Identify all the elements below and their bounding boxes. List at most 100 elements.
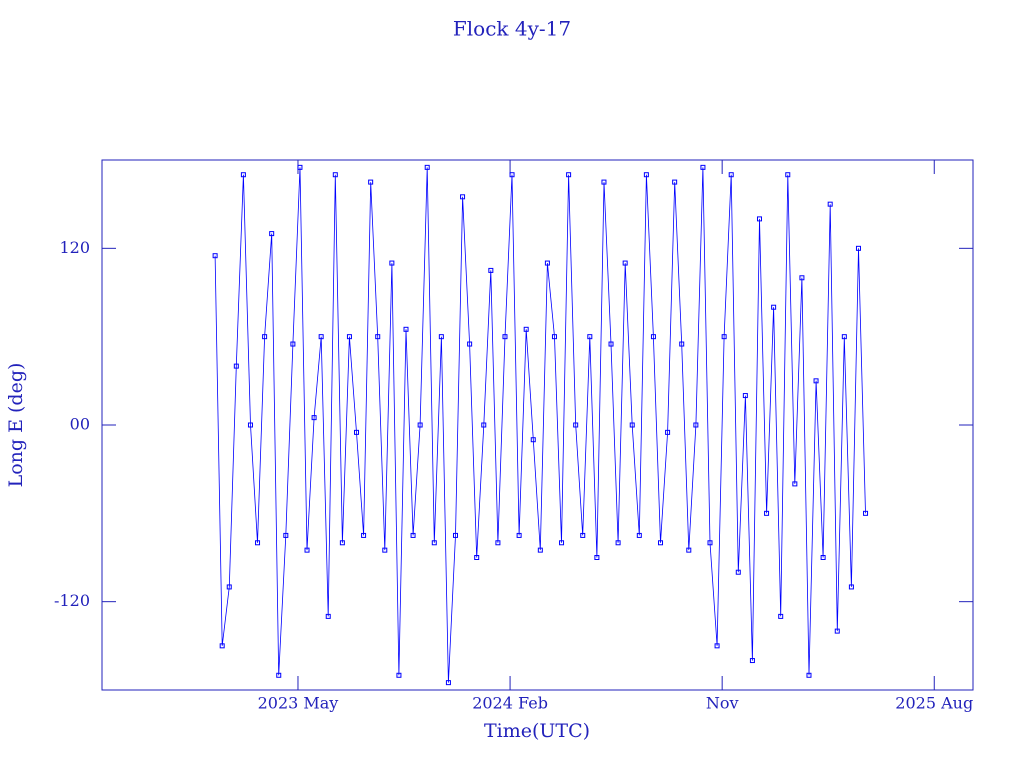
y-tick-label: -120	[54, 591, 90, 610]
x-axis-label: Time(UTC)	[484, 720, 590, 742]
data-point	[403, 326, 409, 332]
data-point	[665, 429, 671, 435]
data-point	[806, 672, 812, 678]
x-tick-label: 2023 May	[258, 694, 339, 713]
data-point	[707, 540, 713, 546]
y-tick-label: 00	[70, 415, 90, 434]
data-point	[269, 231, 275, 237]
data-point	[396, 672, 402, 678]
data-point	[339, 540, 345, 546]
chart-title: Flock 4y-17	[453, 17, 571, 41]
data-point	[848, 584, 854, 590]
data-point	[813, 378, 819, 384]
data-point	[587, 334, 593, 340]
data-point	[537, 547, 543, 553]
data-point	[756, 216, 762, 222]
data-point	[735, 569, 741, 575]
data-point	[523, 326, 529, 332]
data-point	[749, 658, 755, 664]
x-tick-label: 2025 Aug	[895, 694, 973, 713]
data-point	[855, 245, 861, 251]
data-point	[834, 628, 840, 634]
data-point	[764, 510, 770, 516]
data-point	[551, 334, 557, 340]
data-point	[771, 304, 777, 310]
data-point	[424, 164, 430, 170]
data-point	[361, 532, 367, 538]
data-point	[283, 532, 289, 538]
data-point	[226, 584, 232, 590]
x-tick-label: Nov	[706, 694, 739, 713]
data-point	[467, 341, 473, 347]
data-point	[219, 643, 225, 649]
data-point	[650, 334, 656, 340]
data-point	[311, 415, 317, 421]
data-point	[332, 172, 338, 178]
data-point	[742, 393, 748, 399]
data-point	[247, 422, 253, 428]
data-line	[214, 167, 866, 683]
data-point	[460, 194, 466, 200]
data-point	[728, 172, 734, 178]
data-point	[693, 422, 699, 428]
data-point	[785, 172, 791, 178]
data-point	[438, 334, 444, 340]
data-point	[841, 334, 847, 340]
data-point	[452, 532, 458, 538]
data-point	[410, 532, 416, 538]
y-tick-label: 120	[59, 238, 90, 257]
data-point	[495, 540, 501, 546]
data-point	[672, 179, 678, 185]
data-point	[530, 437, 536, 443]
data-point	[615, 540, 621, 546]
data-point	[658, 540, 664, 546]
data-point	[679, 341, 685, 347]
data-point	[799, 275, 805, 281]
data-point	[445, 680, 451, 686]
data-point	[240, 172, 246, 178]
data-point	[509, 172, 515, 178]
data-point	[325, 613, 331, 619]
data-point	[318, 334, 324, 340]
data-point	[608, 341, 614, 347]
data-point	[559, 540, 565, 546]
data-point	[346, 334, 352, 340]
data-point	[686, 547, 692, 553]
data-point	[255, 540, 261, 546]
data-point	[304, 547, 310, 553]
data-point	[488, 267, 494, 273]
data-point	[233, 363, 239, 369]
data-point	[778, 613, 784, 619]
y-axis-label: Long E (deg)	[5, 363, 27, 488]
data-point	[629, 422, 635, 428]
data-point	[544, 260, 550, 266]
data-point	[827, 201, 833, 207]
data-point	[622, 260, 628, 266]
data-point	[700, 164, 706, 170]
data-point	[212, 253, 218, 259]
data-point	[382, 547, 388, 553]
data-point	[601, 179, 607, 185]
data-point	[573, 422, 579, 428]
data-point	[566, 172, 572, 178]
data-point	[643, 172, 649, 178]
data-point	[431, 540, 437, 546]
data-point	[820, 555, 826, 560]
data-point	[714, 643, 720, 649]
data-point	[368, 179, 374, 185]
data-point	[389, 260, 395, 266]
data-point	[580, 532, 586, 538]
data-point	[594, 555, 600, 560]
x-tick-label: 2024 Feb	[472, 694, 548, 713]
data-point	[276, 672, 282, 678]
data-point	[502, 334, 508, 340]
data-point	[863, 510, 869, 516]
data-point	[417, 422, 423, 428]
data-point	[516, 532, 522, 538]
data-point	[792, 481, 798, 487]
data-point	[354, 429, 360, 435]
data-point	[262, 334, 268, 340]
data-point	[375, 334, 381, 340]
data-point	[481, 422, 487, 428]
